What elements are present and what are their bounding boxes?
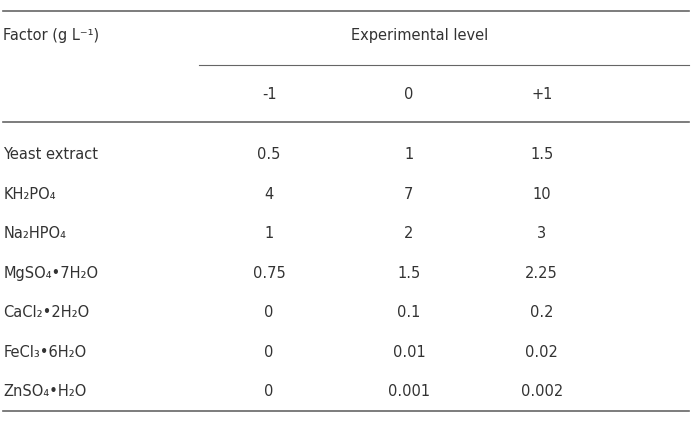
Text: Yeast extract: Yeast extract [3, 147, 99, 162]
Text: 0.01: 0.01 [393, 345, 425, 360]
Text: 10: 10 [533, 187, 551, 202]
Text: 7: 7 [404, 187, 414, 202]
Text: -1: -1 [262, 87, 276, 103]
Text: 1.5: 1.5 [530, 147, 554, 162]
Text: +1: +1 [531, 87, 552, 103]
Text: 0.001: 0.001 [388, 384, 430, 399]
Text: Factor (g L⁻¹): Factor (g L⁻¹) [3, 28, 100, 43]
Text: 0: 0 [264, 305, 274, 320]
Text: 1: 1 [404, 147, 414, 162]
Text: 3: 3 [537, 226, 547, 241]
Text: 1: 1 [264, 226, 274, 241]
Text: CaCl₂•2H₂O: CaCl₂•2H₂O [3, 305, 89, 320]
Text: 0.5: 0.5 [257, 147, 281, 162]
Text: Experimental level: Experimental level [351, 28, 488, 43]
Text: 2.25: 2.25 [526, 266, 558, 281]
Text: KH₂PO₄: KH₂PO₄ [3, 187, 56, 202]
Text: 0: 0 [404, 87, 414, 103]
Text: 2: 2 [404, 226, 414, 241]
Text: 0.02: 0.02 [525, 345, 559, 360]
Text: 1.5: 1.5 [397, 266, 421, 281]
Text: MgSO₄•7H₂O: MgSO₄•7H₂O [3, 266, 99, 281]
Text: 0.2: 0.2 [530, 305, 554, 320]
Text: 4: 4 [264, 187, 274, 202]
Text: 0.002: 0.002 [521, 384, 563, 399]
Text: 0.75: 0.75 [253, 266, 285, 281]
Text: Na₂HPO₄: Na₂HPO₄ [3, 226, 66, 241]
Text: 0: 0 [264, 384, 274, 399]
Text: ZnSO₄•H₂O: ZnSO₄•H₂O [3, 384, 87, 399]
Text: 0.1: 0.1 [397, 305, 421, 320]
Text: FeCl₃•6H₂O: FeCl₃•6H₂O [3, 345, 87, 360]
Text: 0: 0 [264, 345, 274, 360]
